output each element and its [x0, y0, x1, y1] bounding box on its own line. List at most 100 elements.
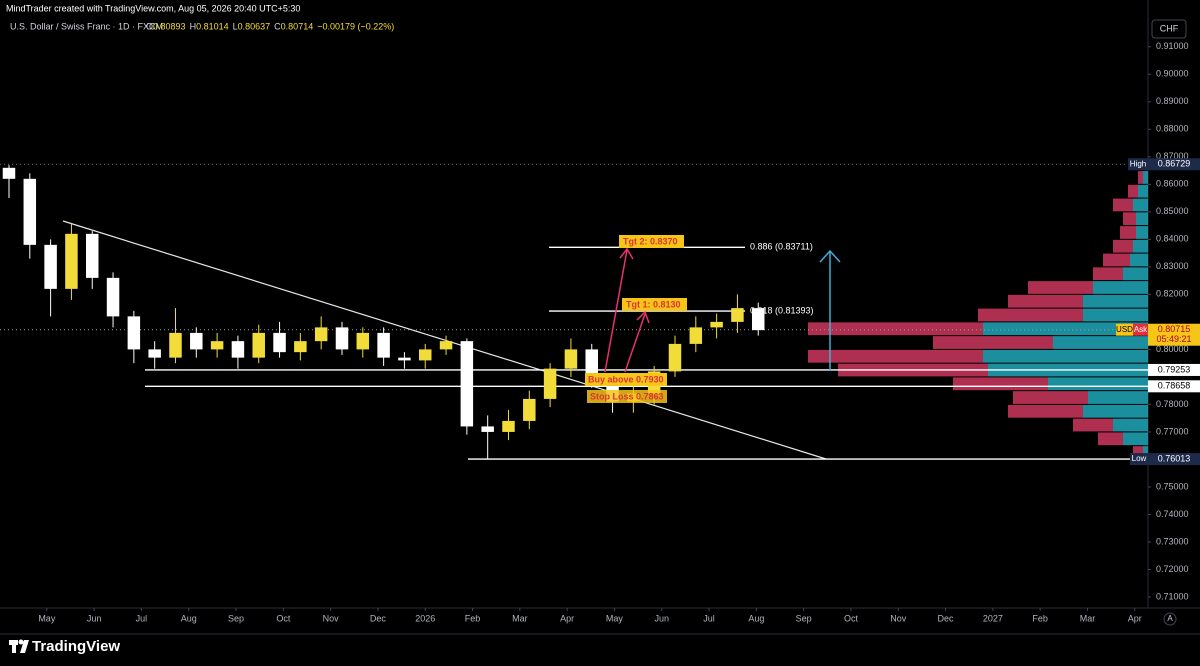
y-tick-label: 0.80000: [1156, 344, 1189, 354]
ask-countdown: 05:49:21: [1156, 334, 1191, 344]
candle-body: [502, 420, 515, 432]
logo: [9, 639, 29, 653]
currency-label: CHF: [1160, 23, 1179, 33]
profile-up: [1083, 308, 1148, 322]
candle-body: [543, 368, 557, 399]
ask-symbol-tag: [1116, 323, 1133, 336]
legend-value: 0.81014: [196, 21, 229, 31]
x-tick-label: Nov: [323, 613, 340, 623]
ask-tag-label: Ask: [1134, 325, 1148, 334]
ask-badge: [1148, 323, 1200, 346]
axes: 0.71000 0.72000 0.73000 0.74000 0.75000 0.760…: [38, 41, 1200, 623]
y-tick-label: 0.74000: [1156, 509, 1189, 519]
y-tick-label: 0.89000: [1156, 96, 1189, 106]
profile-down: [1098, 432, 1123, 446]
candle-body: [585, 349, 598, 380]
candle-body: [210, 341, 224, 350]
x-tick-label: 2027: [983, 613, 1003, 623]
profile-up: [1133, 198, 1148, 212]
annotation: Stop Loss 0.7863: [590, 391, 664, 401]
candle-body: [106, 277, 120, 317]
x-tick-label: May: [606, 613, 624, 623]
x-tick-label: Feb: [465, 613, 481, 623]
candle-body: [564, 349, 578, 369]
x-tick-label: Oct: [844, 613, 859, 623]
high-badge-tag: [1128, 158, 1148, 171]
x-tick-label: Mar: [1080, 613, 1096, 623]
legend-key: L: [233, 21, 238, 31]
legend-key: O: [146, 21, 153, 31]
x-tick-label: Oct: [276, 613, 291, 623]
candle-body: [169, 332, 182, 358]
auto-scale-button[interactable]: [1163, 612, 1177, 626]
y-tick-label: 0.77000: [1156, 426, 1189, 436]
level-badge: [1148, 363, 1200, 376]
annotation: Tgt 2: 0.8370: [623, 236, 678, 246]
candle-body: [439, 341, 453, 350]
y-tick-label: 0.84000: [1156, 234, 1189, 244]
profile-down: [1013, 391, 1088, 404]
candle-body: [273, 332, 286, 353]
legend-key: H: [190, 21, 197, 31]
x-tick-label: Jul: [136, 613, 148, 623]
annotation: Tgt 1: 0.8130: [626, 299, 681, 309]
profile-down: [1133, 446, 1143, 459]
profile-up: [1053, 336, 1148, 349]
symbol-title: U.S. Dollar / Swiss Franc · 1D · FXCM: [10, 21, 163, 31]
candle-body: [751, 308, 765, 331]
profile-up: [1136, 226, 1148, 239]
level-badge-label: 0.78658: [1158, 381, 1191, 391]
y-tick-label: 0.91000: [1156, 41, 1189, 51]
candle-body: [2, 167, 16, 179]
currency-button[interactable]: [1151, 19, 1187, 39]
candle-body: [481, 426, 494, 432]
x-tick-label: 2026: [415, 613, 435, 623]
profile-up: [1083, 294, 1148, 308]
brand: TradingView: [32, 638, 120, 655]
y-tick-label: 0.88000: [1156, 124, 1189, 134]
profile-down: [953, 377, 1048, 391]
profile-up: [1113, 418, 1148, 432]
volume-profile: [808, 171, 1148, 459]
x-tick-label: Aug: [748, 613, 764, 623]
profile-down: [1113, 198, 1133, 212]
trend-line: [62, 220, 827, 460]
profile-down: [978, 308, 1083, 322]
candle-body: [85, 233, 99, 278]
profile-up: [1143, 446, 1148, 459]
annotation-box: [585, 373, 667, 386]
profile-down: [1073, 418, 1113, 432]
high-badge-tag-label: High: [1130, 159, 1146, 168]
y-tick-label: 0.82000: [1156, 289, 1189, 299]
annotation-box: [622, 298, 687, 311]
auto-scale-label: A: [1167, 614, 1173, 623]
high-badge: [1148, 158, 1200, 171]
credit: MindTrader created with TradingView.com,…: [6, 3, 300, 13]
candle-body: [231, 341, 245, 358]
profile-up: [983, 349, 1148, 363]
candle-body: [523, 398, 536, 421]
profile-up: [1143, 171, 1148, 184]
profile-down: [1028, 281, 1093, 294]
y-tick-label: 0.90000: [1156, 69, 1189, 79]
profile-up: [1136, 212, 1148, 226]
profile-up: [1048, 377, 1148, 391]
x-tick-label: Jul: [703, 613, 715, 623]
y-tick-label: 0.85000: [1156, 206, 1189, 216]
level-badge-label: 0.79253: [1158, 364, 1191, 374]
profile-up: [1130, 253, 1148, 267]
y-tick-label: 0.73000: [1156, 536, 1189, 546]
x-tick-label: Jun: [87, 613, 102, 623]
low-badge-tag: [1130, 453, 1148, 466]
profile-up: [1133, 239, 1148, 253]
x-tick-label: Apr: [1128, 613, 1142, 623]
profile-down: [1123, 212, 1136, 226]
target-arrows: [604, 247, 650, 373]
profile-down: [808, 349, 983, 363]
profile-down: [1103, 253, 1130, 267]
profile-down: [1138, 171, 1143, 184]
high-badge-label: 0.86729: [1158, 159, 1191, 169]
ask-tag: [1133, 323, 1148, 336]
profile-down: [1120, 226, 1136, 239]
profile-down: [1113, 239, 1133, 253]
